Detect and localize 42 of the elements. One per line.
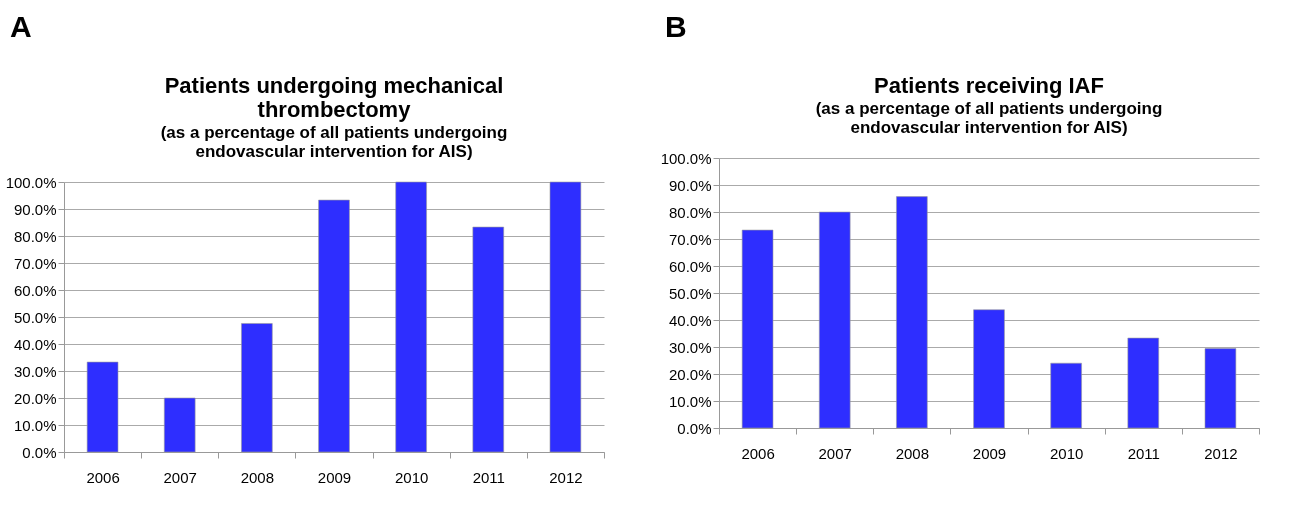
y-tick-label: 10.0% [13,416,57,434]
y-tick-label: 10.0% [668,392,712,410]
y-tick-label: 80.0% [668,203,712,221]
y-tick-label: 40.0% [668,311,712,329]
y-tick-label: 30.0% [13,362,57,380]
y-tick-label: 40.0% [13,335,57,353]
y-tick-label: 20.0% [13,389,57,407]
y-tick-label: 0.0% [677,419,712,437]
chart-title: Patients receiving IAF [874,73,1104,98]
y-tick-label: 60.0% [668,257,712,275]
y-tick-label: 80.0% [13,227,57,245]
x-tick-label: 2006 [86,468,120,486]
y-tick-label: 50.0% [13,308,57,326]
x-tick-label: 2007 [163,468,197,486]
x-tick-label: 2010 [1049,444,1084,462]
y-tick-label: 0.0% [22,443,57,461]
x-tick-label: 2011 [472,468,505,486]
y-tick-label: 30.0% [668,338,712,356]
text: A [10,10,32,44]
chart-title: Patients undergoing mechanical thrombectomy [164,73,504,122]
y-tick-label: 70.0% [668,230,712,248]
y-tick-label: 70.0% [13,254,57,272]
y-tick-label: 50.0% [668,284,712,302]
x-tick-label: 2008 [895,444,930,462]
x-tick-label: 2012 [549,468,583,486]
x-tick-label: 2007 [818,444,852,462]
y-tick-label: 100.0% [5,173,57,191]
x-tick-label: 2010 [394,468,429,486]
chart-subtitle: (as a percentage of all patients undergoing endovascular intervention for AIS) [160,123,508,161]
y-tick-label: 90.0% [13,200,57,218]
x-tick-label: 2009 [972,444,1007,462]
y-tick-label: 100.0% [660,149,712,167]
x-tick-label: 2009 [317,468,352,486]
x-tick-label: 2008 [240,468,275,486]
chart-subtitle: (as a percentage of all patients undergoing endovascular intervention for AIS) [815,99,1163,137]
x-tick-label: 2006 [741,444,775,462]
x-tick-label: 2011 [1127,444,1160,462]
y-tick-label: 60.0% [13,281,57,299]
y-tick-label: 90.0% [668,176,712,194]
text: B [665,10,687,44]
y-tick-label: 20.0% [668,365,712,383]
x-tick-label: 2012 [1204,444,1238,462]
